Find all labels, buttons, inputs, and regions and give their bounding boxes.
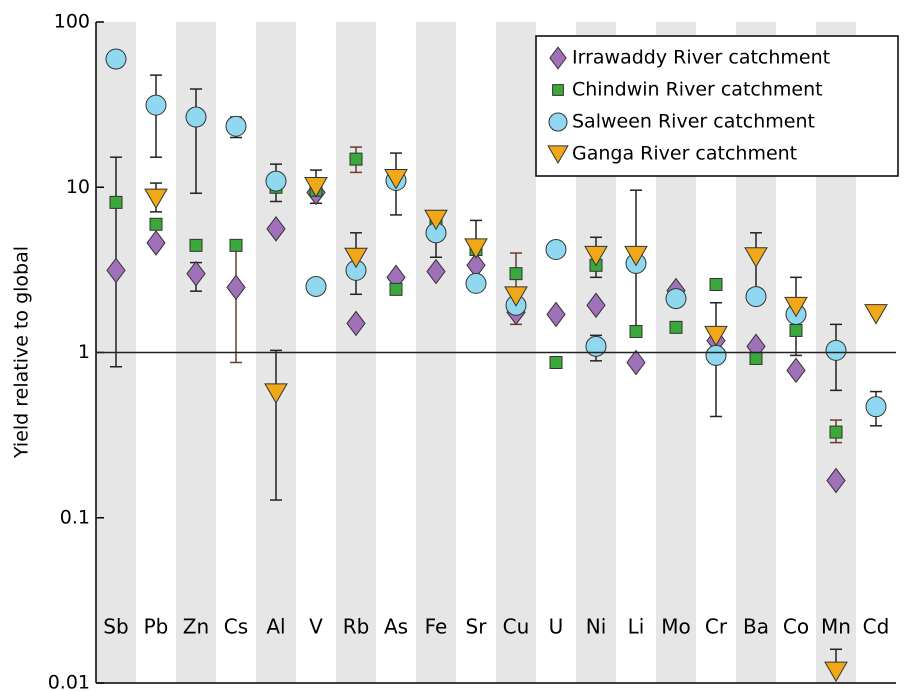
marker: [744, 247, 768, 268]
marker: [585, 335, 607, 357]
marker: [825, 339, 847, 361]
marker: [789, 323, 803, 337]
marker: [149, 217, 163, 231]
marker: [225, 115, 247, 137]
legend-label: Ganga River catchment: [572, 143, 797, 165]
y-tick-label: 1: [78, 341, 90, 363]
marker: [426, 258, 446, 285]
x-category-label: Cs: [224, 615, 248, 639]
legend-label: Chindwin River catchment: [572, 79, 823, 101]
x-category-label: As: [384, 615, 408, 639]
x-category-label: Mo: [661, 615, 691, 639]
marker: [745, 286, 767, 308]
marker: [552, 84, 564, 96]
x-category-label: V: [309, 615, 323, 639]
marker: [826, 467, 846, 494]
marker: [389, 282, 403, 296]
marker: [144, 188, 168, 210]
legend-label: Irrawaddy River catchment: [572, 47, 830, 69]
marker: [346, 310, 366, 337]
marker: [145, 94, 167, 116]
x-category-label: Li: [628, 615, 645, 639]
marker: [829, 425, 843, 439]
marker: [865, 396, 887, 418]
marker: [629, 324, 643, 338]
x-category-label: Pb: [144, 615, 169, 639]
y-tick-label: 0.1: [60, 506, 90, 528]
marker: [547, 145, 569, 164]
marker: [185, 106, 207, 128]
x-category-label: U: [549, 615, 564, 639]
marker: [624, 245, 648, 267]
marker: [705, 344, 727, 366]
legend-label: Salween River catchment: [572, 111, 815, 133]
marker: [626, 349, 646, 376]
marker: [106, 257, 126, 284]
y-axis-label: Yield relative to global: [11, 246, 33, 459]
x-category-label: Co: [783, 615, 809, 639]
marker: [546, 301, 566, 328]
marker: [824, 661, 848, 683]
marker: [305, 275, 327, 297]
marker: [304, 177, 328, 198]
marker: [509, 267, 523, 281]
x-category-label: Sb: [103, 615, 128, 639]
marker: [186, 260, 206, 287]
x-category-label: Zn: [183, 615, 209, 639]
marker: [105, 48, 127, 70]
marker: [549, 355, 563, 369]
marker: [109, 195, 123, 209]
legend: [535, 35, 899, 177]
marker: [749, 351, 763, 365]
marker: [864, 304, 888, 325]
x-category-label: Al: [266, 615, 285, 639]
marker: [465, 272, 487, 294]
marker: [784, 296, 808, 318]
marker: [146, 230, 166, 256]
marker: [709, 277, 723, 291]
plot-area: [105, 48, 888, 683]
marker: [669, 320, 683, 334]
x-category-label: Cr: [705, 615, 728, 639]
marker: [545, 239, 567, 261]
legend-box: [535, 35, 899, 177]
marker: [786, 357, 806, 384]
x-category-label: Cd: [863, 615, 890, 639]
marker: [344, 247, 368, 269]
marker: [384, 168, 408, 190]
marker: [704, 325, 728, 347]
x-category-label: Ni: [586, 615, 607, 639]
x-category-label: Sr: [466, 615, 488, 639]
x-category-label: Mn: [821, 615, 851, 639]
marker: [229, 238, 243, 252]
marker: [264, 383, 288, 404]
y-tick-label: 10: [66, 176, 90, 198]
x-category-label: Ba: [743, 615, 769, 639]
marker: [266, 216, 286, 242]
x-category-label: Cu: [503, 615, 530, 639]
marker: [549, 46, 567, 70]
marker: [424, 209, 448, 231]
marker: [464, 238, 488, 259]
marker: [584, 245, 608, 267]
x-category-label: Rb: [343, 615, 370, 639]
y-tick-label: 100: [54, 11, 90, 33]
marker: [504, 286, 528, 307]
y-tick-label: 0.01: [48, 672, 90, 691]
marker: [265, 170, 287, 192]
marker: [226, 274, 246, 301]
marker: [349, 152, 363, 166]
marker: [665, 288, 687, 310]
marker: [189, 238, 203, 252]
x-category-label: Fe: [425, 615, 448, 639]
marker: [548, 112, 568, 132]
marker: [586, 292, 606, 319]
